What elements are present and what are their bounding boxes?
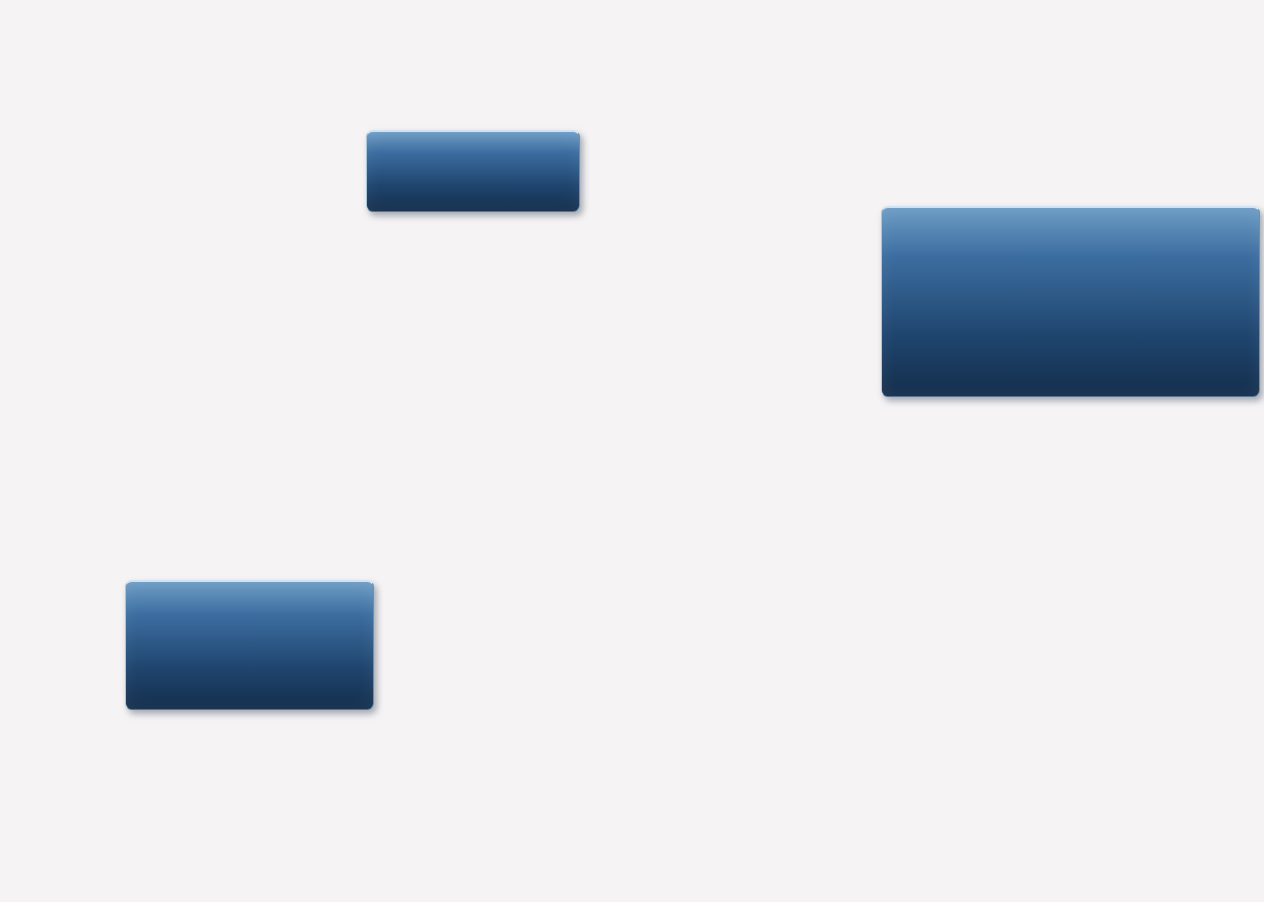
callout-gfsk	[125, 580, 374, 710]
callout-shannon	[881, 206, 1260, 397]
callout-lora	[366, 130, 580, 212]
